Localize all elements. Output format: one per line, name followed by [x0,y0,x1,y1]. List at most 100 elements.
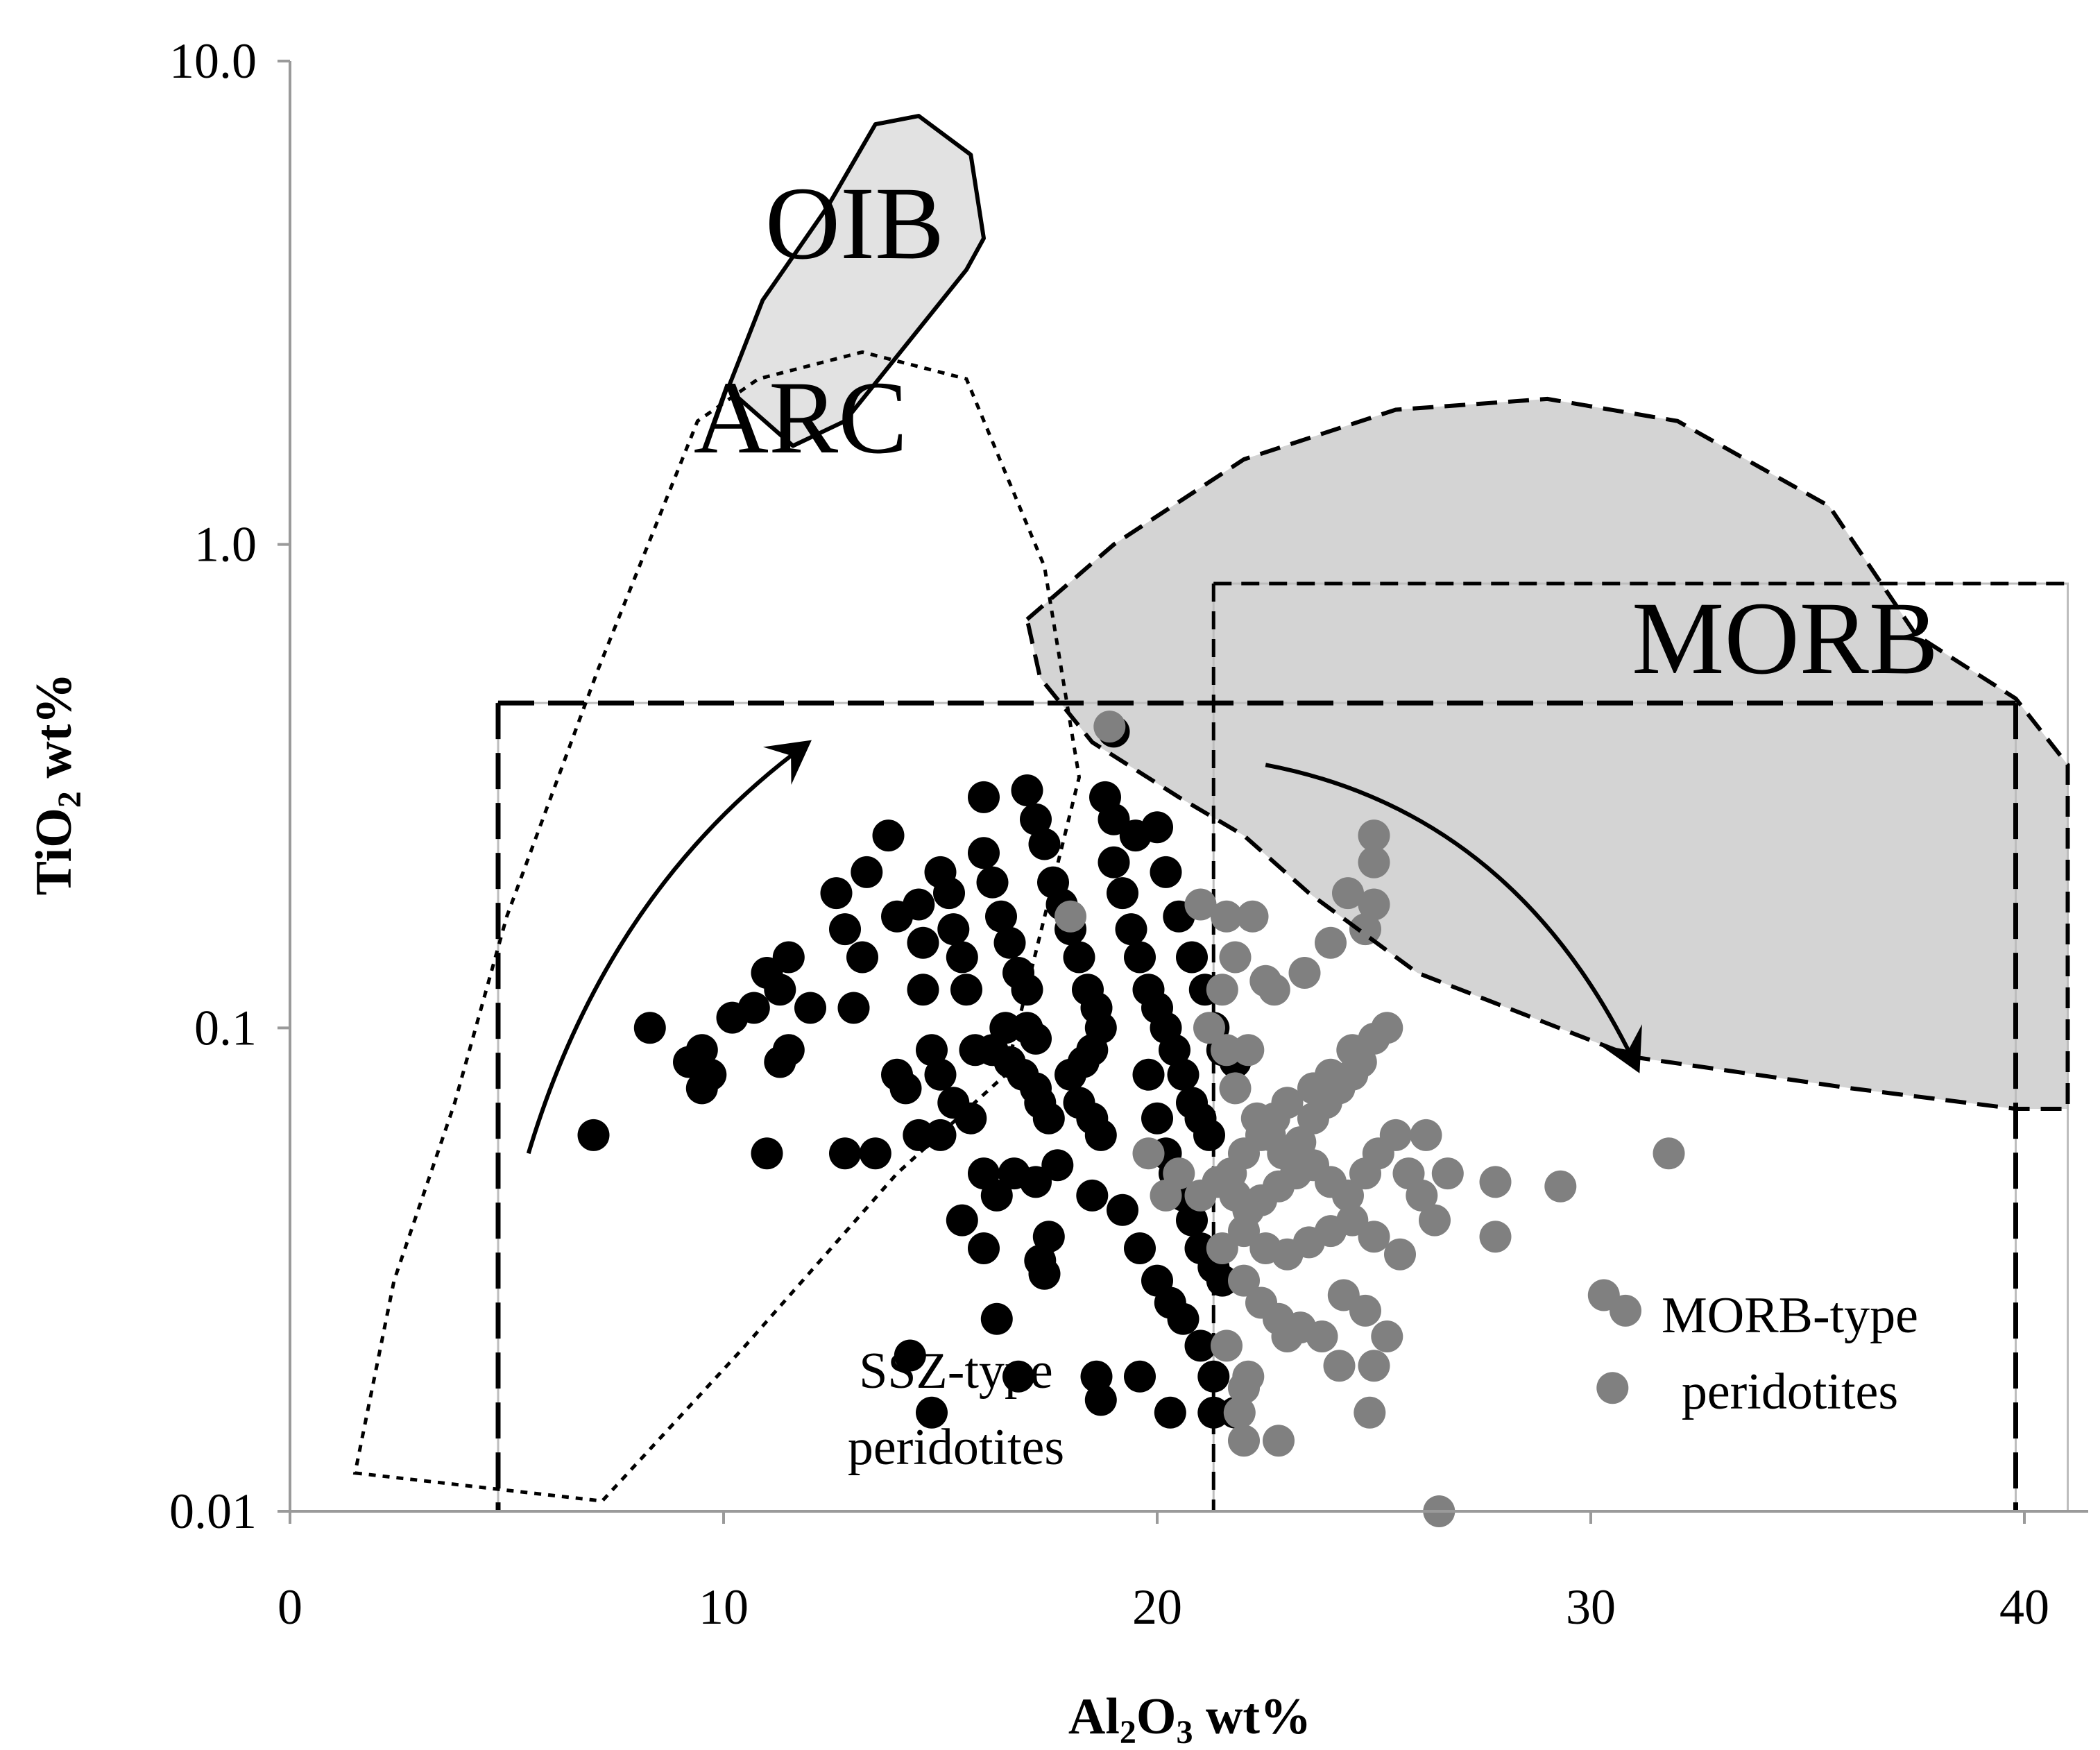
morb-data-point [1228,1264,1260,1297]
ssz-data-point [955,1102,987,1135]
ssz-data-point [1176,1204,1208,1237]
ssz-data-point [894,1339,926,1372]
morb-region-fill [1027,398,2068,1109]
morb-data-point [1406,1179,1438,1212]
morb-data-point [1479,1166,1512,1198]
ssz-data-point [772,941,805,974]
morb-data-point [1544,1170,1577,1203]
oib-region-fill [728,116,984,446]
morb-data-point [1055,900,1086,933]
morb-data-point [1193,1012,1225,1044]
morb-data-point [1150,1179,1182,1212]
morb-label: MORB [1632,581,1938,696]
ssz-data-point [916,1034,948,1067]
morb-data-point [1211,900,1243,933]
x-tick-label: 10 [699,1579,749,1635]
ssz-data-point [1076,1179,1109,1212]
x-tick-label: 40 [1999,1579,2049,1635]
ssz-data-point [1011,774,1043,806]
morb-data-point [1211,1330,1243,1362]
morb-data-point [1223,1396,1256,1429]
ssz-data-point [924,1119,957,1151]
ssz-data-point [907,974,939,1006]
ssz-data-point [1107,877,1138,910]
ssz-data-point [633,1012,666,1044]
ssz-data-point [772,1034,805,1067]
morb-data-point [1349,1294,1381,1327]
morb-data-point [1358,1221,1390,1253]
morb-data-point [1184,888,1217,921]
ssz-data-point [1176,941,1208,974]
morb-data-point [1219,941,1252,974]
morb-data-point [1306,1320,1338,1352]
ssz-data-point [1098,846,1130,878]
ssz-data-point [1154,1396,1186,1429]
ssz-data-point [889,1072,922,1105]
x-tick-label: 20 [1132,1579,1182,1635]
morb-data-point [1219,1072,1252,1105]
morb-data-point [1384,1238,1416,1271]
ssz-data-point [980,1179,1013,1212]
y-tick-label: 0.01 [169,1484,257,1539]
morb-data-point [1431,1157,1464,1190]
ssz-data-point [1028,1257,1061,1290]
morb-data-point [1479,1221,1512,1253]
y-tick-label: 0.1 [194,1000,257,1055]
ssz-data-point [1020,1022,1052,1055]
ssz-data-point [933,877,965,910]
morb-data-point [1653,1137,1685,1170]
ssz-data-point [751,1137,783,1170]
ssz-data-point [937,913,970,946]
ssz-trend-arrow-head [762,740,812,785]
ssz-data-point [993,926,1026,959]
morb-data-point [1228,1372,1260,1404]
morb-data-point [1263,1425,1295,1457]
ssz-data-point [1002,1360,1034,1393]
morb-data-point [1228,1425,1260,1457]
ssz-data-point [950,974,982,1006]
ssz-data-point [1084,1384,1117,1416]
ssz-data-point [1084,1119,1117,1151]
morb-data-point [1358,1350,1390,1382]
ssz-data-point [968,837,1000,869]
morb-field-label-line2: peridotites [1682,1364,1898,1420]
morb-data-point [1132,1137,1165,1170]
morb-data-point [1271,1320,1304,1352]
ssz-data-point [1193,1119,1225,1151]
morb-data-point [1258,974,1290,1006]
ssz-data-point [794,992,826,1024]
x-tick-label: 0 [278,1579,302,1635]
morb-data-point [1596,1372,1629,1404]
ssz-data-point [968,1232,1000,1264]
morb-data-point [1336,1204,1369,1237]
morb-data-point [1379,1119,1412,1151]
ssz-data-point [976,866,1009,899]
ssz-data-point [1098,803,1130,835]
ssz-data-point [1028,828,1061,860]
ssz-data-point [968,781,1000,813]
ssz-data-point [1167,1302,1200,1335]
morb-data-point [1184,1179,1217,1212]
morb-data-point [1332,877,1364,910]
morb-data-point [1610,1294,1641,1327]
ssz-data-point [829,1137,861,1170]
oib-region-outline [726,114,986,448]
y-tick-label: 1.0 [194,517,257,572]
morb-trend-arrow-head [1599,1024,1642,1073]
y-tick-label: 10.0 [169,33,257,89]
morb-trend-arrow [1265,763,1637,1063]
ssz-data-point [1141,811,1173,844]
morb-data-point [1371,1320,1403,1352]
ssz-field-label-line2: peridotites [848,1419,1064,1476]
morb-data-point [1354,1396,1386,1429]
morb-data-point [1349,913,1381,946]
morb-data-point [1093,711,1126,743]
ssz-data-point [1020,1166,1052,1198]
arc-region-outline [352,350,1082,1503]
ssz-data-point [903,888,935,921]
ssz-data-point [907,926,939,959]
morb-data-point [1358,888,1390,921]
ssz-data-point [1141,1102,1173,1135]
ssz-data-point [985,900,1017,933]
